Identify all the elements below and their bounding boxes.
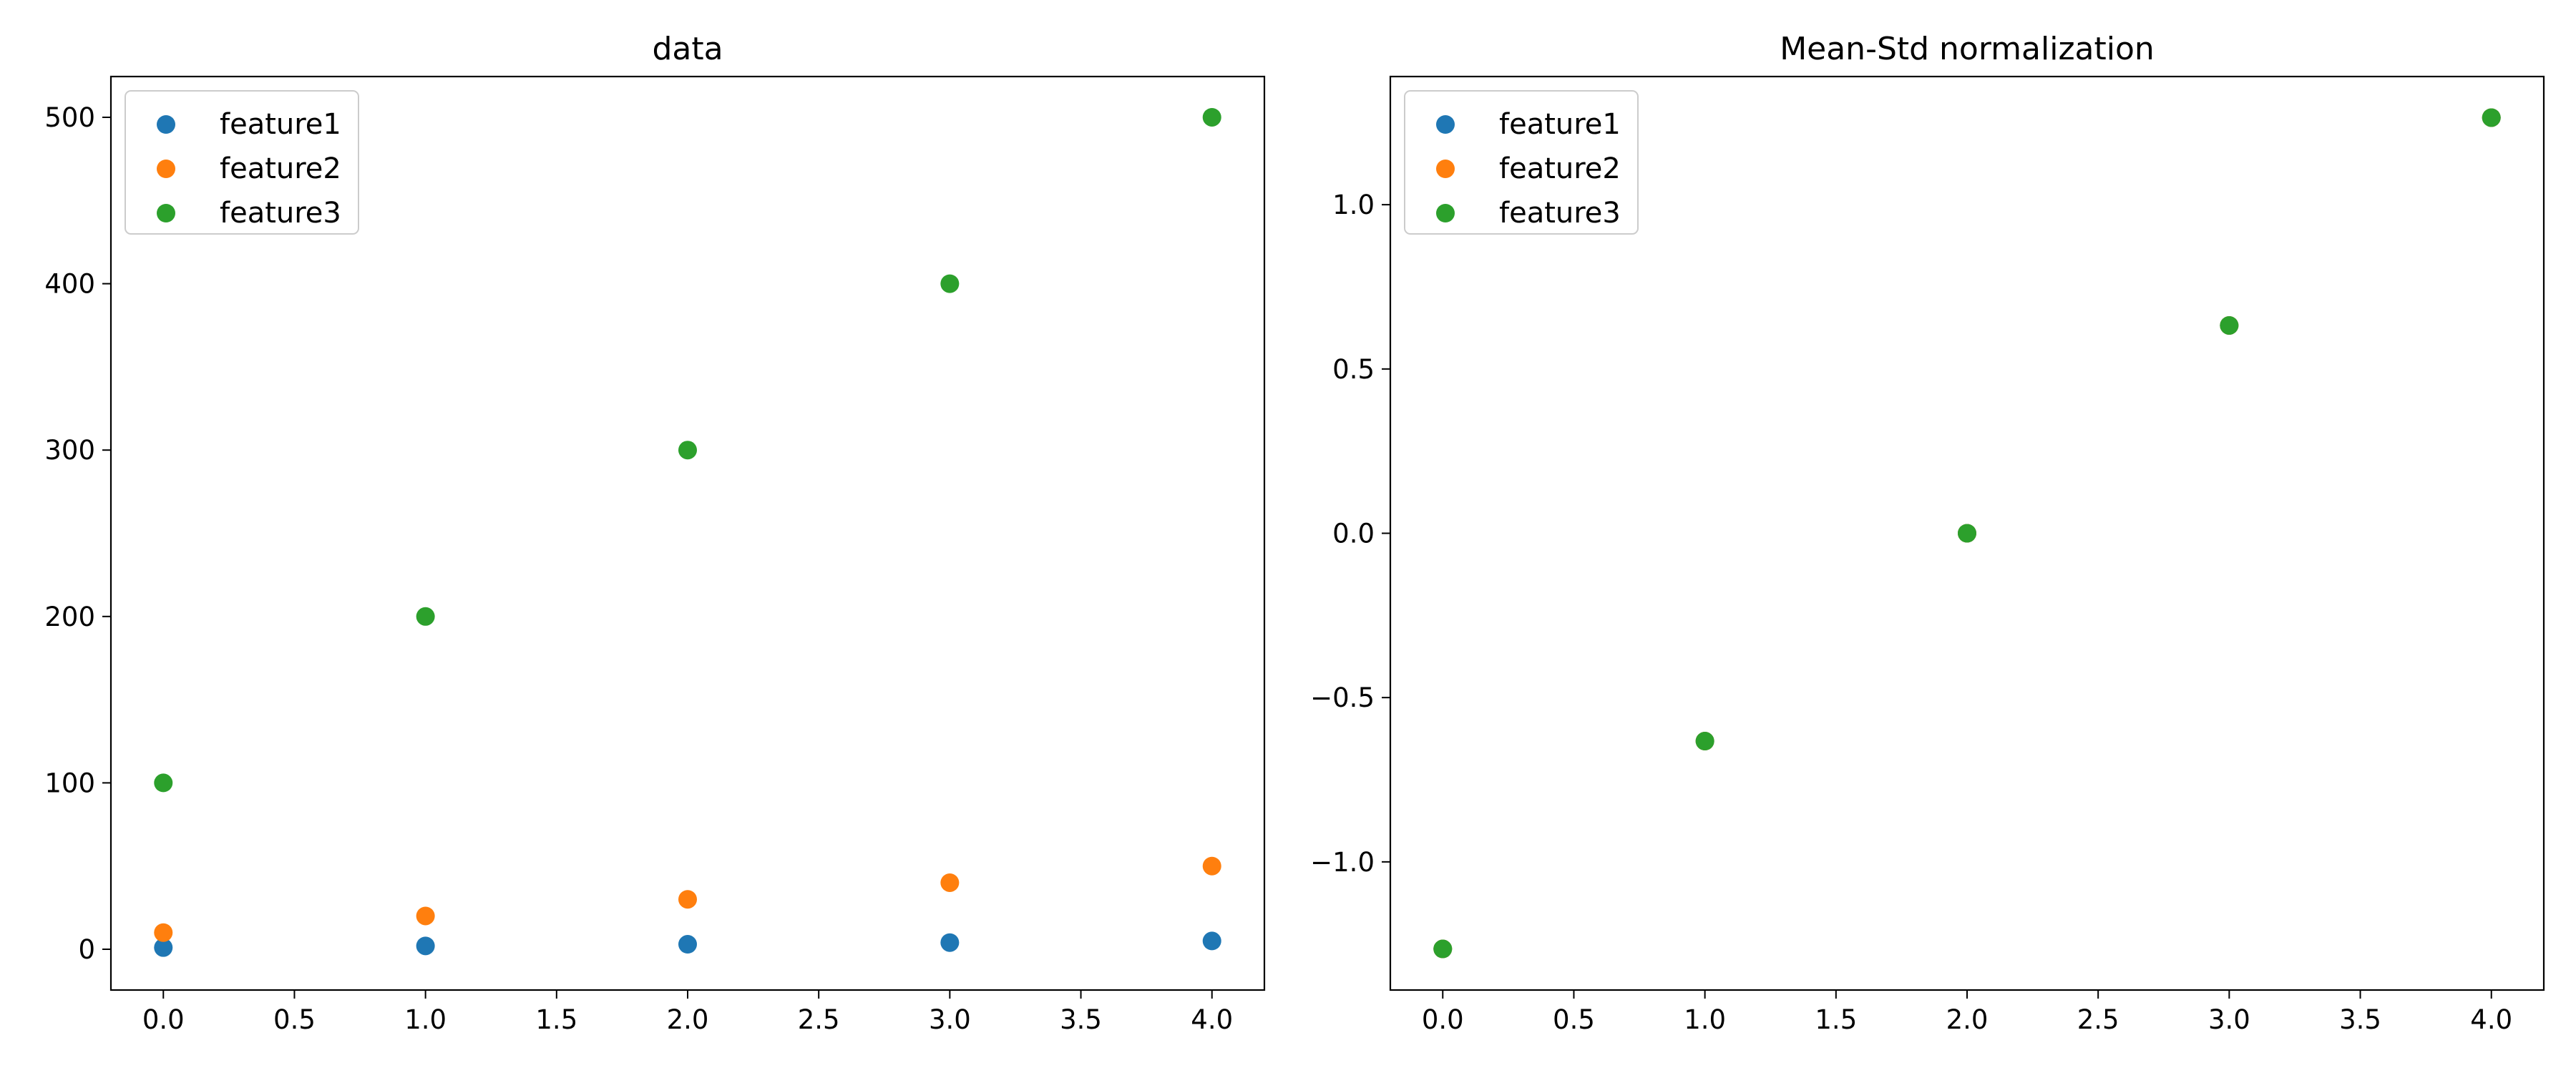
x-tick-label: 4.0 xyxy=(2470,1004,2512,1035)
x-tick-label: 3.0 xyxy=(929,1004,971,1035)
data-point-feature3-2 xyxy=(1958,524,1976,543)
legend-marker-feature1 xyxy=(157,115,175,134)
x-tick-label: 2.0 xyxy=(667,1004,709,1035)
series-feature1 xyxy=(154,931,1221,957)
legend: feature1 feature2 feature3 xyxy=(1404,90,1639,235)
x-tick-label: 3.5 xyxy=(2339,1004,2381,1035)
y-tick-label: 0.5 xyxy=(1332,354,1375,385)
data-point-feature1-0 xyxy=(154,938,173,957)
x-tick-label: 2.5 xyxy=(798,1004,840,1035)
y-tick-label: 500 xyxy=(44,102,95,133)
x-tick-label: 1.5 xyxy=(535,1004,577,1035)
x-tick-label: 2.0 xyxy=(1946,1004,1989,1035)
legend-marker-feature2 xyxy=(157,160,175,178)
data-point-feature3-3 xyxy=(2220,315,2239,335)
x-tick-label: 1.5 xyxy=(1815,1004,1857,1035)
data-point-feature3-0 xyxy=(1433,939,1453,959)
legend-label-feature2: feature2 xyxy=(220,152,341,185)
x-tick-label: 0.0 xyxy=(1422,1004,1464,1035)
data-point-feature3-1 xyxy=(1695,732,1714,751)
x-tick-label: 1.0 xyxy=(1684,1004,1726,1035)
series-feature3 xyxy=(1433,108,2501,959)
legend-marker-feature3 xyxy=(1436,204,1455,222)
legend-label-feature1: feature1 xyxy=(220,108,341,141)
legend-label-feature1: feature1 xyxy=(1499,108,1621,141)
y-tick-label: 200 xyxy=(44,602,95,632)
legend-marker-feature2 xyxy=(1436,160,1455,178)
data-point-feature2-2 xyxy=(678,890,697,909)
data-point-feature2-1 xyxy=(416,906,435,926)
legend-marker-feature3 xyxy=(157,204,175,222)
legend-marker-feature1 xyxy=(1436,115,1455,134)
series-feature3 xyxy=(154,107,1221,793)
legend: feature1 feature2 feature3 xyxy=(125,90,359,235)
data-point-feature3-2 xyxy=(678,441,697,460)
data-point-feature1-4 xyxy=(1202,931,1221,951)
data-point-feature3-1 xyxy=(416,607,435,626)
x-tick-label: 3.0 xyxy=(2208,1004,2250,1035)
legend-label-feature2: feature2 xyxy=(1499,152,1621,185)
data-point-feature3-3 xyxy=(940,274,960,293)
data-point-feature3-4 xyxy=(1202,107,1221,127)
y-tick-label: 300 xyxy=(44,435,95,466)
x-tick-label: 0.0 xyxy=(142,1004,185,1035)
x-tick-label: 1.0 xyxy=(404,1004,447,1035)
data-point-feature3-0 xyxy=(154,773,173,793)
data-point-feature3-4 xyxy=(2482,108,2501,127)
legend-label-feature3: feature3 xyxy=(1499,197,1621,230)
data-point-feature2-3 xyxy=(940,873,960,892)
x-tick-label: 4.0 xyxy=(1191,1004,1233,1035)
series-feature2 xyxy=(154,856,1221,942)
legend-box xyxy=(1404,90,1639,235)
x-tick-label: 2.5 xyxy=(2077,1004,2119,1035)
y-tick-label: 0 xyxy=(78,934,95,965)
x-tick-label: 0.5 xyxy=(1553,1004,1595,1035)
x-tick-label: 3.5 xyxy=(1060,1004,1102,1035)
y-tick-label: 1.0 xyxy=(1332,190,1375,220)
data-point-feature2-0 xyxy=(154,923,173,942)
data-point-feature2-4 xyxy=(1202,856,1221,876)
y-tick-label: 100 xyxy=(44,768,95,798)
y-tick-label: 0.0 xyxy=(1332,519,1375,549)
chart-title: Mean-Std normalization xyxy=(1780,31,2155,67)
data-point-feature1-2 xyxy=(678,935,697,954)
legend-box xyxy=(125,90,359,235)
chart-title: data xyxy=(652,31,723,67)
data-point-feature1-1 xyxy=(416,936,435,956)
subplot-1: data 0.0 0.5 1.0 1.5 2.0 2.5 3.0 3.5 4.0 0 100 200 30… xyxy=(44,31,1266,1035)
y-tick-label: −0.5 xyxy=(1310,682,1375,713)
subplot-2: Mean-Std normalization 0.0 0.5 1.0 1.5 2.0 2.5… xyxy=(1310,31,2545,1035)
y-tick-label: 400 xyxy=(44,269,95,300)
y-tick-label: −1.0 xyxy=(1310,847,1375,878)
x-tick-label: 0.5 xyxy=(273,1004,316,1035)
legend-label-feature3: feature3 xyxy=(220,197,341,230)
data-point-feature1-3 xyxy=(940,933,960,952)
